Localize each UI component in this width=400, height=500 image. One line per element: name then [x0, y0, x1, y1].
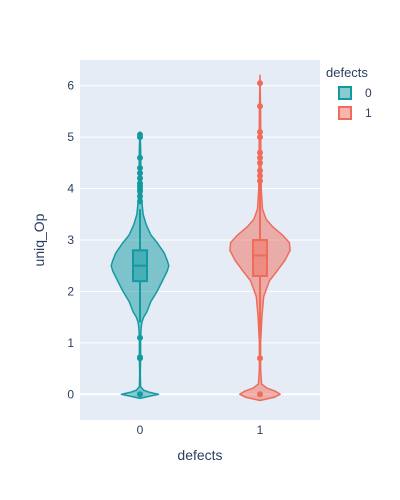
outlier-point — [137, 193, 143, 200]
y-tick-label: 5 — [67, 130, 74, 144]
outlier-point — [257, 149, 263, 156]
outlier-point — [257, 129, 263, 135]
outlier-point — [257, 391, 263, 398]
outlier-point — [137, 334, 143, 341]
box-iqr — [252, 239, 268, 277]
y-axis-title: uniq_Op — [31, 213, 47, 266]
y-tick-label: 3 — [67, 233, 74, 247]
violin-group-1 — [229, 74, 291, 402]
y-tick-label: 0 — [67, 387, 74, 401]
outlier-point — [257, 159, 263, 166]
outlier-point — [257, 154, 263, 161]
violins — [110, 74, 291, 402]
outlier-point — [257, 355, 263, 362]
x-axis-title: defects — [177, 447, 222, 463]
outlier-point — [257, 167, 263, 174]
y-tick-label: 1 — [67, 336, 74, 350]
outlier-point — [137, 175, 143, 182]
outlier-point — [137, 198, 143, 205]
outlier-point — [137, 354, 143, 361]
outlier-point — [257, 172, 263, 179]
legend-item-0[interactable]: 0 — [338, 86, 372, 100]
outlier-point — [137, 131, 143, 138]
legend-label: 1 — [365, 106, 372, 120]
x-tick-label: 0 — [137, 423, 144, 437]
legend-swatch — [338, 86, 352, 100]
outlier-point — [137, 165, 143, 171]
legend-item-1[interactable]: 1 — [338, 106, 372, 120]
outlier-point — [257, 80, 263, 87]
legend-swatch — [338, 106, 352, 120]
y-tick-labels: 0 1 2 3 4 5 6 — [67, 79, 74, 402]
outlier-point — [257, 103, 263, 110]
legend[interactable]: 01 — [338, 86, 372, 120]
outlier-point — [137, 154, 143, 161]
outlier-point — [137, 391, 143, 398]
outlier-point — [257, 134, 263, 141]
y-tick-label: 4 — [67, 182, 74, 196]
legend-label: 0 — [365, 86, 372, 100]
outlier-point — [137, 180, 143, 187]
x-tick-label: 1 — [257, 423, 264, 437]
legend-title: defects — [326, 65, 368, 80]
y-tick-label: 2 — [67, 284, 74, 298]
y-tick-label: 6 — [67, 79, 74, 93]
violin-group-0 — [110, 131, 170, 400]
outlier-point — [257, 177, 263, 184]
outlier-point — [137, 170, 143, 177]
